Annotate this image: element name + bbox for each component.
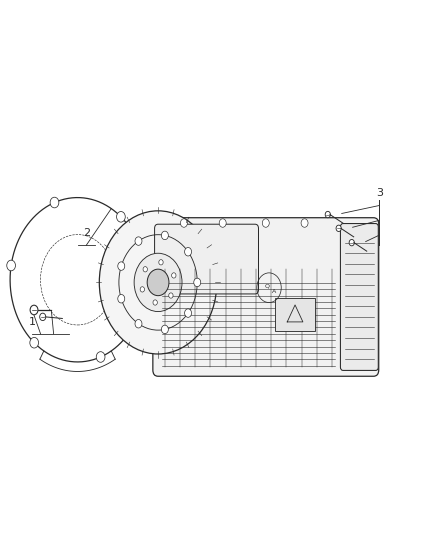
Circle shape	[96, 352, 105, 362]
FancyBboxPatch shape	[153, 217, 379, 376]
Circle shape	[184, 309, 191, 317]
Circle shape	[30, 305, 38, 315]
Circle shape	[349, 239, 354, 246]
Circle shape	[143, 266, 148, 272]
FancyBboxPatch shape	[155, 224, 258, 294]
Circle shape	[7, 260, 15, 271]
Circle shape	[172, 273, 176, 278]
Text: A: A	[272, 289, 276, 294]
Circle shape	[40, 313, 46, 320]
Text: Q: Q	[265, 283, 269, 288]
Circle shape	[135, 237, 142, 245]
Circle shape	[99, 211, 217, 354]
Circle shape	[140, 287, 145, 292]
Circle shape	[194, 278, 201, 287]
Circle shape	[336, 225, 341, 231]
Circle shape	[30, 337, 39, 348]
FancyBboxPatch shape	[340, 223, 378, 370]
Circle shape	[135, 319, 142, 328]
Circle shape	[325, 212, 330, 217]
Circle shape	[117, 212, 125, 222]
FancyBboxPatch shape	[141, 266, 155, 294]
FancyBboxPatch shape	[275, 298, 315, 330]
Circle shape	[137, 303, 145, 313]
Circle shape	[161, 231, 168, 240]
Circle shape	[219, 219, 226, 227]
Circle shape	[153, 300, 157, 305]
Text: 1: 1	[28, 317, 35, 327]
Circle shape	[159, 260, 163, 265]
Circle shape	[118, 295, 125, 303]
Circle shape	[262, 219, 269, 227]
Text: 2: 2	[83, 229, 90, 238]
Circle shape	[169, 293, 173, 298]
Text: 3: 3	[377, 188, 384, 198]
Circle shape	[147, 269, 169, 296]
Circle shape	[184, 247, 191, 256]
Circle shape	[301, 219, 308, 227]
Circle shape	[180, 219, 187, 227]
Circle shape	[118, 262, 125, 270]
Circle shape	[161, 325, 168, 334]
Circle shape	[50, 197, 59, 208]
Circle shape	[134, 253, 182, 312]
